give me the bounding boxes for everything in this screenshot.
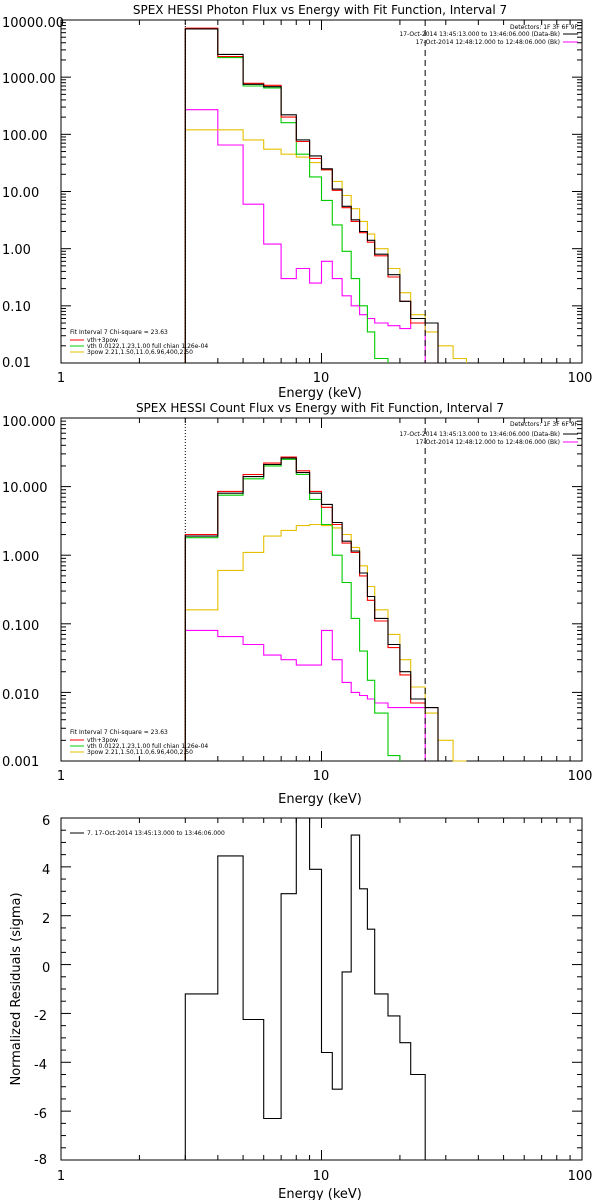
photon-flux-data-interval: 17-Oct-2014 13:45:13.000 to 13:46:06.000… xyxy=(399,31,560,38)
series-line xyxy=(184,27,439,363)
photon-flux-fit-info: Fit Interval 7 Chi-square = 23.63 xyxy=(70,329,168,336)
photon-flux-ytick: 100.00 xyxy=(2,129,48,144)
count-flux-bk-interval: 17-Oct-2014 12:48:12.000 to 12:48:06.000… xyxy=(416,439,560,446)
count-flux-xlabel: Energy (keV) xyxy=(278,792,362,807)
photon-flux-title: SPEX HESSI Photon Flux vs Energy with Fi… xyxy=(133,3,507,17)
photon-flux-series xyxy=(184,27,467,363)
residuals-legend-label: 7. 17-Oct-2014 13:45:13.000 to 13:46:06.… xyxy=(87,830,225,837)
residuals-ytick: 2 xyxy=(42,912,50,927)
residuals-panel: 6 4 2 0 -2 -4 -6 -8 1 10 100 Energy (keV… xyxy=(9,814,592,1200)
series-line xyxy=(184,629,426,761)
count-flux-xtick: 1 xyxy=(57,769,65,784)
count-flux-data-interval: 17-Oct-2014 13:45:13.000 to 13:46:06.000… xyxy=(399,431,560,438)
count-flux-detectors: Detectors: 1F 3F 6F 9F xyxy=(510,421,579,428)
series-line xyxy=(184,109,426,363)
count-flux-ticks xyxy=(60,418,582,762)
residuals-ytick: 0 xyxy=(42,961,50,976)
series-line xyxy=(184,129,467,363)
series-line xyxy=(184,456,439,761)
photon-flux-detectors: Detectors: 1F 3F 6F 9F xyxy=(510,24,579,31)
series-line xyxy=(184,817,426,1160)
photon-flux-bk-interval: 17-Oct-2014 12:48:12.000 to 12:48:06.000… xyxy=(416,39,560,46)
count-flux-panel: SPEX HESSI Count Flux vs Energy with Fit… xyxy=(2,401,592,807)
count-flux-ytick: 0.100 xyxy=(2,619,39,634)
photon-flux-ytick: 0.01 xyxy=(2,356,31,371)
residuals-ytick: -6 xyxy=(34,1107,47,1122)
photon-flux-xtick: 1 xyxy=(57,371,65,386)
count-flux-fit-info: Fit Interval 7 Chi-square = 23.63 xyxy=(70,729,168,736)
photon-flux-ytick: 1.00 xyxy=(2,243,31,258)
count-flux-legend-label: vth+3pow xyxy=(87,737,118,744)
photon-flux-xtick: 100 xyxy=(568,371,593,386)
photon-flux-ytick: 0.10 xyxy=(2,300,31,315)
residuals-ytick: -8 xyxy=(34,1153,47,1168)
series-line xyxy=(184,457,439,761)
residuals-ytick: -4 xyxy=(34,1058,47,1073)
count-flux-legend-label: 3pow 2.21,1.50,11.0,6.96,400,2.50 xyxy=(87,749,193,756)
photon-flux-panel: SPEX HESSI Photon Flux vs Energy with Fi… xyxy=(2,3,592,401)
photon-flux-legend-label: 3pow 2.21,1.50,11.0,6.96,400,2.50 xyxy=(87,349,193,356)
residuals-xtick: 100 xyxy=(568,1169,593,1184)
count-flux-ytick: 1.000 xyxy=(2,550,39,565)
photon-flux-legend-label: vth+3pow xyxy=(87,337,118,344)
residuals-xlabel: Energy (keV) xyxy=(278,1187,362,1200)
count-flux-title: SPEX HESSI Count Flux vs Energy with Fit… xyxy=(136,401,504,415)
residuals-ylabel: Normalized Residuals (sigma) xyxy=(9,892,24,1085)
residuals-ticks xyxy=(60,817,582,1161)
count-flux-ytick: 100.000 xyxy=(2,415,56,430)
count-flux-frame xyxy=(60,417,583,762)
count-flux-ytick: 10.000 xyxy=(2,481,48,496)
count-flux-xtick: 10 xyxy=(313,769,330,784)
photon-flux-ytick: 1000.00 xyxy=(2,72,56,87)
residuals-series xyxy=(184,817,426,1160)
count-flux-ytick: 0.010 xyxy=(2,688,39,703)
residuals-ytick: -2 xyxy=(34,1009,47,1024)
series-line xyxy=(184,523,467,762)
count-flux-legend-label: vth 0.0122,1.23,1.00 full chian 1.26e-04 xyxy=(87,743,208,750)
series-line xyxy=(184,458,401,761)
series-line xyxy=(184,28,439,363)
count-flux-ytick: 0.001 xyxy=(2,755,39,770)
count-flux-xtick: 100 xyxy=(568,769,593,784)
photon-flux-ytick: 10000.00 xyxy=(2,16,64,31)
residuals-ytick: 6 xyxy=(42,814,50,829)
series-line xyxy=(184,28,389,363)
residuals-xtick: 10 xyxy=(313,1169,330,1184)
photon-flux-xtick: 10 xyxy=(313,371,330,386)
photon-flux-legend-label: vth 0.0122,1.23,1.00 full chian 1.26e-04 xyxy=(87,343,208,350)
photon-flux-xlabel: Energy (keV) xyxy=(278,386,362,401)
photon-flux-ytick: 10.00 xyxy=(2,186,39,201)
residuals-xtick: 1 xyxy=(57,1169,65,1184)
residuals-ytick: 4 xyxy=(42,863,50,878)
photon-flux-ticks xyxy=(60,20,582,364)
count-flux-series xyxy=(184,456,467,762)
